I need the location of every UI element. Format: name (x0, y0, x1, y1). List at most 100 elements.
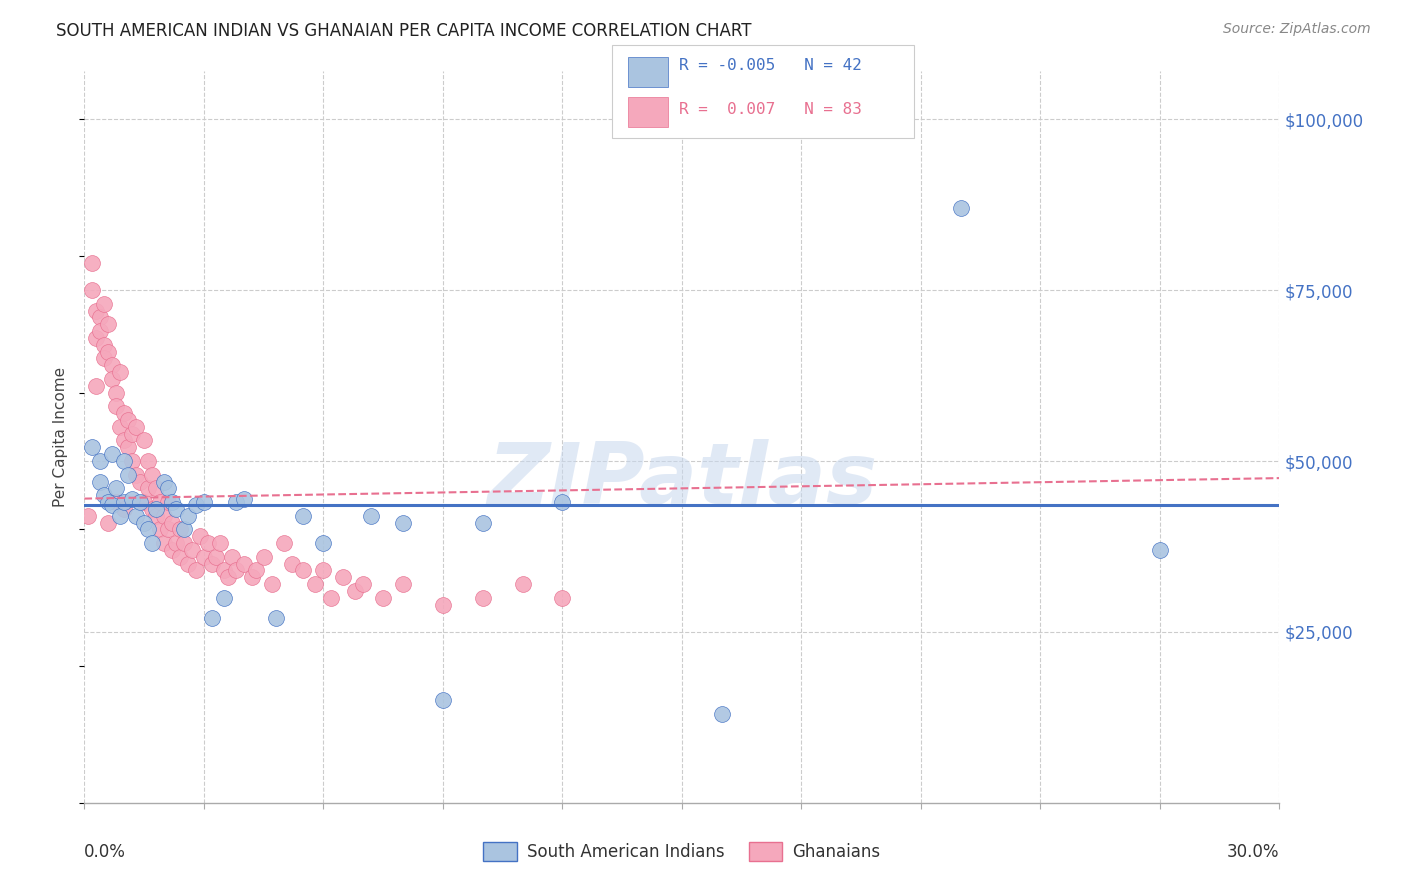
Point (165, 501, 187, 516)
Point (153, 508, 176, 523)
Point (112, 501, 135, 516)
Point (93, 338, 115, 352)
Point (344, 583, 367, 598)
Point (360, 508, 382, 523)
Point (205, 549, 228, 564)
Point (101, 499, 124, 513)
Point (232, 557, 254, 571)
Point (201, 611, 224, 625)
Point (82, 256, 104, 270)
Point (110, 420, 132, 434)
Point (145, 481, 167, 495)
Point (169, 522, 191, 536)
Point (160, 542, 183, 557)
Point (173, 522, 195, 536)
Point (93, 351, 115, 366)
Point (253, 549, 276, 564)
Point (89, 475, 111, 489)
Point (110, 365, 132, 379)
Point (93, 488, 115, 502)
Point (125, 467, 148, 482)
Text: Source: ZipAtlas.com: Source: ZipAtlas.com (1223, 22, 1371, 37)
Point (332, 570, 354, 584)
Point (89, 310, 111, 325)
Point (197, 536, 219, 550)
Point (1149, 542, 1171, 557)
Point (373, 591, 395, 605)
Point (125, 508, 148, 523)
Text: R =  0.007   N = 83: R = 0.007 N = 83 (679, 103, 862, 117)
Point (86, 303, 108, 318)
Point (82, 440, 104, 454)
Text: ZIPatlas: ZIPatlas (486, 440, 877, 523)
Point (121, 491, 143, 506)
Point (132, 516, 156, 530)
Point (208, 536, 231, 550)
Point (292, 563, 315, 577)
Point (551, 591, 574, 605)
Point (212, 563, 235, 577)
Point (82, 283, 104, 297)
Point (112, 454, 135, 468)
Point (117, 440, 139, 454)
Point (136, 481, 159, 495)
Point (105, 481, 128, 495)
Point (86, 331, 108, 345)
Point (149, 522, 172, 536)
Point (193, 549, 215, 564)
Point (184, 499, 207, 513)
Point (149, 495, 172, 509)
Point (245, 563, 267, 577)
Point (77, 508, 100, 523)
Point (129, 495, 152, 509)
Point (173, 536, 195, 550)
Point (112, 406, 135, 420)
Point (201, 557, 224, 571)
Point (160, 516, 183, 530)
Point (240, 570, 263, 584)
Point (145, 501, 167, 516)
Point (89, 454, 111, 468)
Point (193, 495, 215, 509)
Point (132, 434, 156, 448)
Point (177, 508, 200, 523)
Point (181, 542, 204, 557)
Point (212, 591, 235, 605)
Point (129, 475, 152, 489)
Point (145, 508, 167, 523)
Point (949, 201, 972, 215)
Point (112, 495, 135, 509)
Point (292, 508, 315, 523)
Point (86, 379, 108, 393)
Point (177, 557, 200, 571)
Point (112, 434, 135, 448)
Text: 30.0%: 30.0% (1227, 843, 1279, 861)
Point (125, 420, 148, 434)
Point (97, 344, 120, 359)
Point (165, 536, 187, 550)
Point (392, 516, 415, 530)
Point (169, 549, 191, 564)
Point (136, 454, 159, 468)
Point (432, 598, 454, 612)
Point (471, 591, 494, 605)
Point (136, 522, 159, 536)
Point (117, 467, 139, 482)
Point (101, 447, 124, 461)
Point (153, 536, 176, 550)
Point (512, 577, 534, 591)
Point (352, 577, 374, 591)
Point (188, 529, 211, 543)
Point (101, 372, 124, 386)
Text: 0.0%: 0.0% (84, 843, 127, 861)
Point (232, 491, 254, 506)
Point (312, 563, 335, 577)
Point (105, 495, 128, 509)
Point (97, 495, 120, 509)
Point (710, 706, 733, 721)
Point (260, 577, 283, 591)
Point (225, 563, 247, 577)
Point (105, 400, 128, 414)
Point (221, 549, 243, 564)
Legend: South American Indians, Ghanaians: South American Indians, Ghanaians (477, 835, 887, 868)
